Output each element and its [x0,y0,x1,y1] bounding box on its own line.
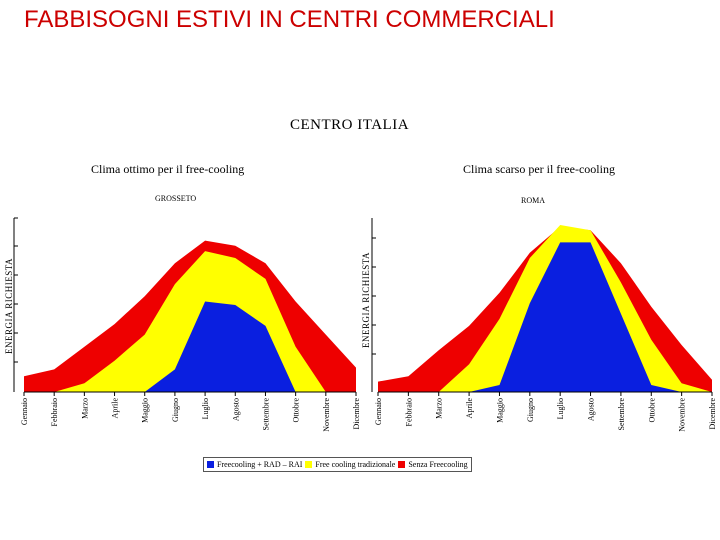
legend-swatch-yellow [305,461,313,468]
left-y-label: ENERGIA RICHIESTA [4,258,14,354]
right-y-label: ENERGIA RICHIESTA [361,252,371,348]
right-x-label-0: Gennaio [374,398,383,425]
right-area-freecooling-rad-rai [378,242,712,392]
left-x-label-11: Dicembre [352,398,361,430]
right-x-label-5: Giugno [526,398,535,422]
left-x-label-1: Febbraio [50,398,59,426]
left-x-label-7: Agosto [231,398,240,421]
right-x-label-6: Luglio [556,398,565,419]
legend-item-blue: Freecooling + RAD – RAI [207,460,302,469]
left-x-label-10: Novembre [322,398,331,432]
legend-swatch-blue [207,461,214,468]
right-x-label-4: Maggio [496,398,505,423]
right-x-label-9: Ottobre [647,398,656,423]
chart-legend: Freecooling + RAD – RAI Free cooling tra… [203,457,472,472]
legend-label-yellow: Free cooling tradizionale [315,460,396,469]
right-x-label-8: Settembre [617,398,626,431]
legend-label-red: Senza Freecooling [408,460,468,469]
right-x-label-2: Marzo [435,398,444,419]
left-x-label-8: Settembre [262,398,271,431]
left-x-label-6: Luglio [201,398,210,419]
figure-title: CENTRO ITALIA [290,117,410,133]
left-x-label-9: Ottobre [292,398,301,423]
right-chart-city: ROMA [521,196,546,205]
legend-item-red: Senza Freecooling [398,460,468,469]
right-x-label-7: Agosto [587,398,596,421]
right-x-label-11: Dicembre [708,398,717,430]
left-chart-city: GROSSETO [155,194,197,203]
left-area-freecooling-rad-rai [24,301,356,392]
left-chart-title: Clima ottimo per il free-cooling [91,162,245,176]
left-x-label-5: Giugno [171,398,180,422]
left-x-label-3: Aprile [111,398,120,419]
left-x-label-2: Marzo [80,398,89,419]
legend-swatch-red [398,461,406,468]
right-x-label-3: Aprile [465,398,474,419]
legend-item-yellow: Free cooling tradizionale [305,460,395,469]
right-x-label-10: Novembre [678,398,687,432]
legend-label-blue: Freecooling + RAD – RAI [217,460,303,469]
left-x-label-4: Maggio [141,398,150,423]
right-chart-title: Clima scarso per il free-cooling [463,162,615,176]
slide-title: FABBISOGNI ESTIVI IN CENTRI COMMERCIALI [24,6,555,33]
right-x-label-1: Febbraio [404,398,413,426]
left-x-label-0: Gennaio [20,398,29,425]
